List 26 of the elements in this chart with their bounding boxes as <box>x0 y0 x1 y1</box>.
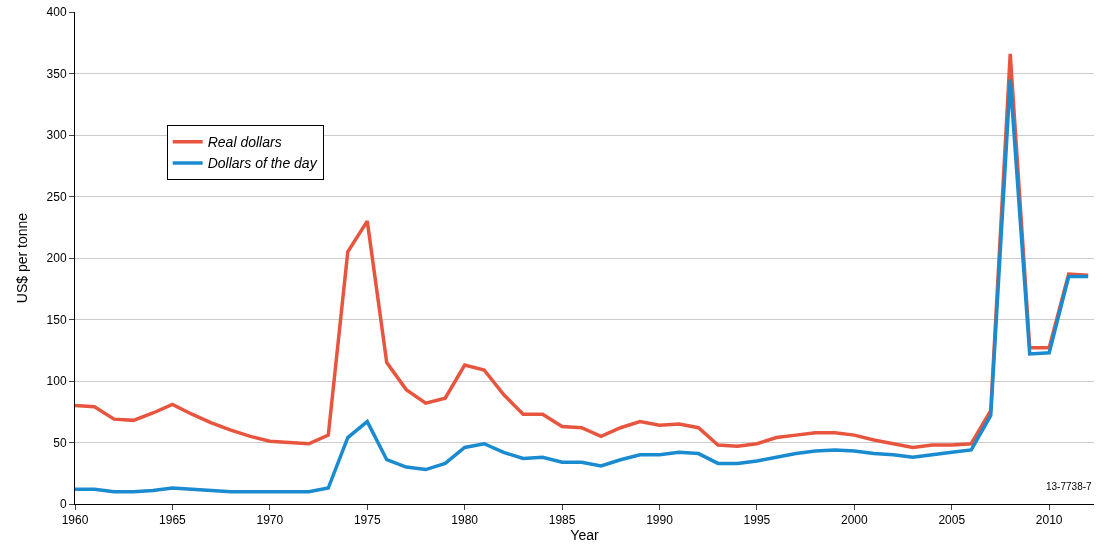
x-tick-label: 1975 <box>353 513 381 528</box>
x-tick-label: 1965 <box>159 513 187 528</box>
y-tick-label: 0 <box>59 497 67 512</box>
y-tick-label: 300 <box>46 128 67 143</box>
y-tick-label: 200 <box>46 251 67 266</box>
x-tick-label: 1985 <box>548 513 576 528</box>
x-tick-label: 1960 <box>61 513 89 528</box>
y-tick-label: 350 <box>46 66 67 81</box>
x-tick-label: 2005 <box>938 513 966 528</box>
y-tick-label: 250 <box>46 189 67 204</box>
x-tick-label: 2000 <box>841 513 869 528</box>
y-tick-label: 150 <box>46 312 67 327</box>
x-tick-label: 1970 <box>256 513 284 528</box>
x-tick-label: 1990 <box>646 513 674 528</box>
line-series <box>75 77 1090 494</box>
x-tick-label: 1980 <box>451 513 479 528</box>
legend-label: Real dollars <box>207 134 282 151</box>
x-axis-title: Year <box>570 527 599 544</box>
x-tick-label: 2010 <box>1035 513 1063 528</box>
y-axis-title: US$ per tonne <box>14 212 31 304</box>
legend-label: Dollars of the day <box>207 155 318 172</box>
y-tick-label: 100 <box>46 374 67 389</box>
x-tick-label: 1995 <box>743 513 771 528</box>
y-tick-label: 400 <box>46 5 67 20</box>
annotation: 13-7738-7 <box>1046 481 1093 492</box>
y-tick-label: 50 <box>53 435 67 450</box>
